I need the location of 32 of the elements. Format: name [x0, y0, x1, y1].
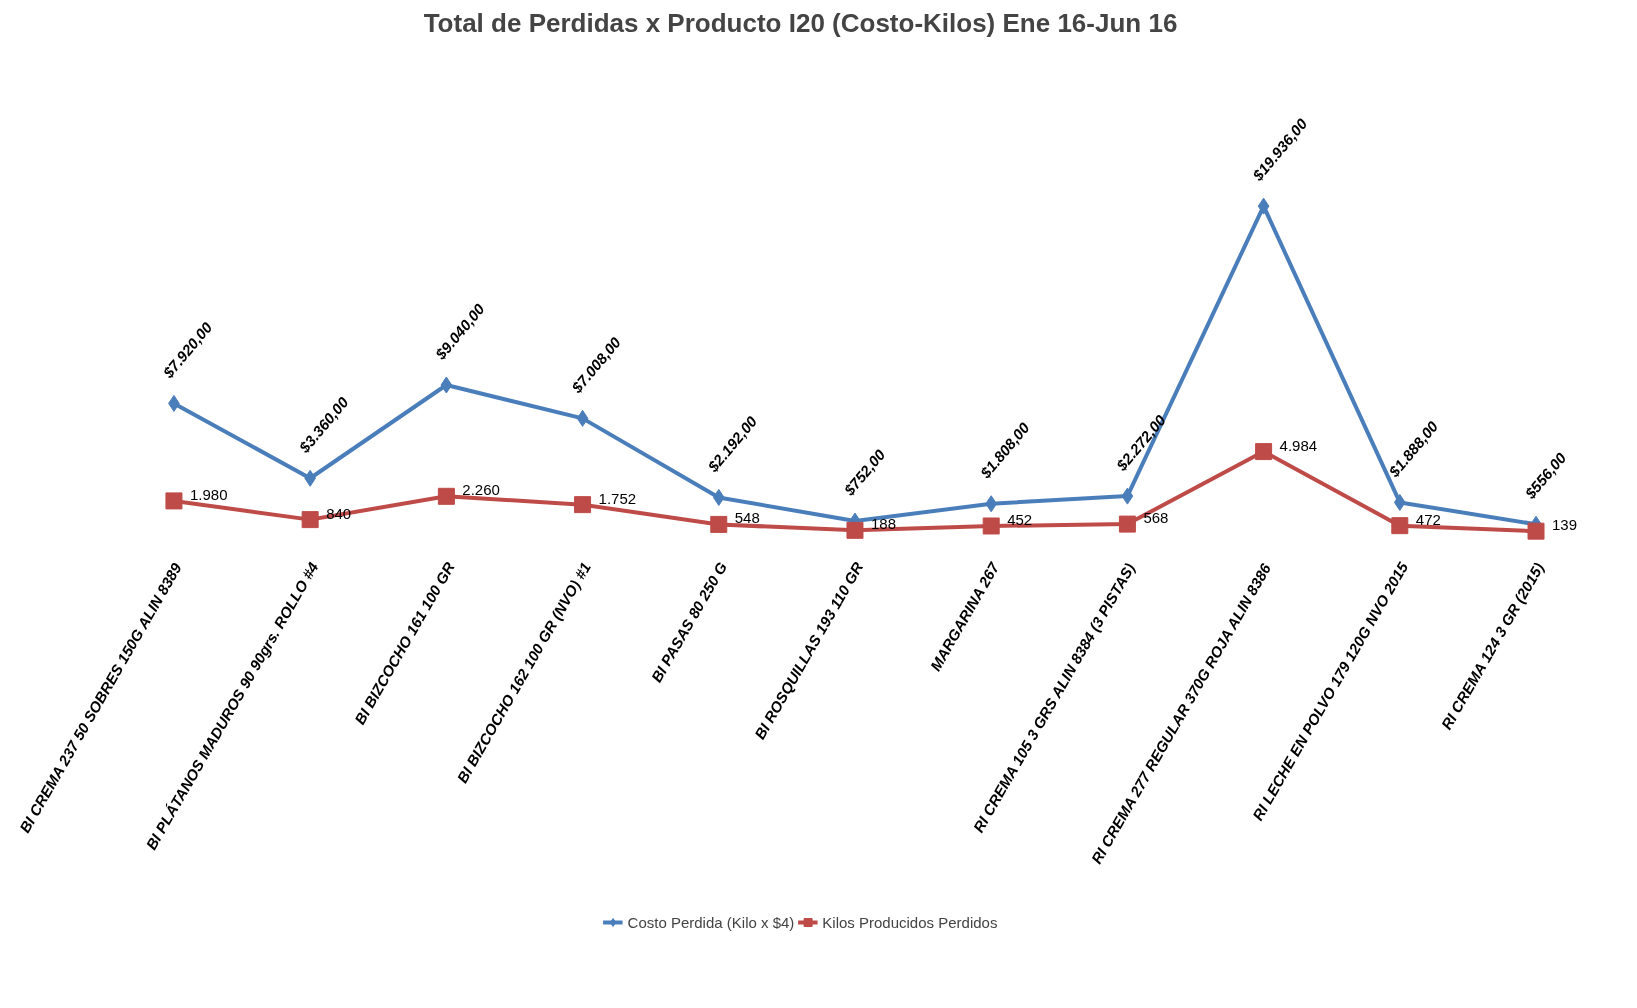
point [1121, 487, 1134, 505]
data-label: 188 [870, 515, 897, 533]
data-label: 4.984 [1279, 436, 1318, 454]
point [301, 511, 319, 529]
data-label: 139 [1552, 516, 1578, 534]
point [710, 515, 728, 533]
point [576, 409, 589, 427]
legend-label: Kilos Producidos Perdidos [822, 913, 998, 931]
point [437, 487, 455, 505]
point [1393, 493, 1406, 511]
data-label: 1.980 [189, 485, 228, 503]
legend-label: Costo Perdida (Kilo x $4) [627, 913, 795, 931]
point [846, 521, 864, 539]
data-label: 472 [1415, 510, 1441, 528]
chart-title: Total de Perdidas x Producto I20 (Costo-Kilos) Ene 16-Jun 16 [423, 7, 1178, 38]
point [1118, 515, 1136, 533]
data-label: 1.752 [598, 489, 637, 507]
data-label: 840 [326, 504, 352, 522]
point [165, 492, 183, 510]
point [574, 496, 592, 514]
point [1391, 517, 1409, 535]
point [712, 488, 725, 506]
point [982, 517, 1000, 535]
point [985, 495, 998, 513]
point [1257, 197, 1270, 215]
point [1527, 522, 1545, 540]
data-label: 568 [1143, 509, 1169, 527]
data-label: 548 [734, 509, 760, 527]
point [440, 376, 453, 394]
point [1255, 443, 1273, 461]
data-label: 452 [1007, 510, 1033, 528]
data-label: 2.260 [462, 481, 500, 499]
